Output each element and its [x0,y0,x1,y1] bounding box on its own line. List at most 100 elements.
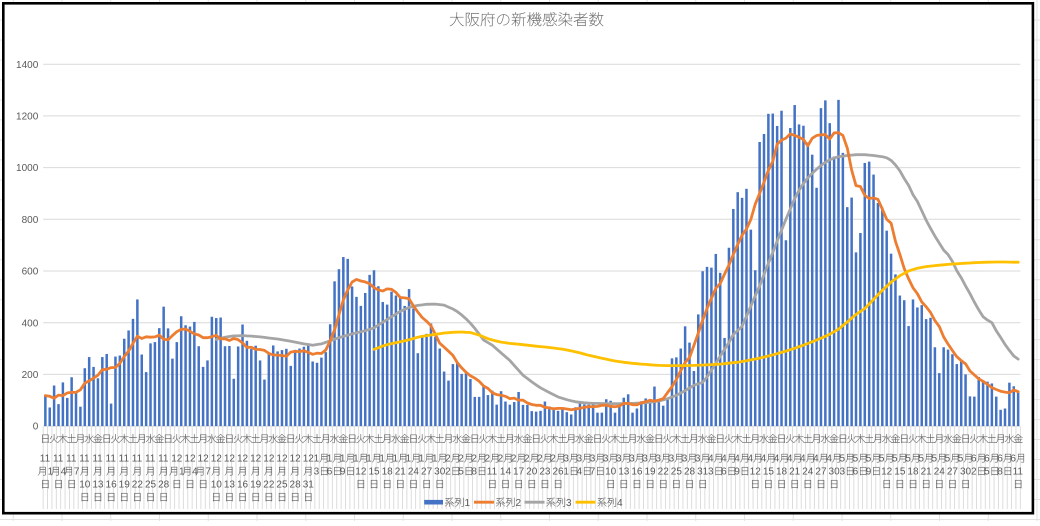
svg-text:4: 4 [761,454,767,465]
svg-text:1: 1 [419,454,425,465]
svg-text:5: 5 [984,467,990,478]
svg-text:16: 16 [237,480,249,491]
svg-text:18: 18 [776,467,788,478]
svg-text:12: 12 [881,467,893,478]
svg-text:6: 6 [721,467,727,478]
svg-text:1: 1 [432,454,438,465]
svg-text:5: 5 [932,454,938,465]
svg-text:16: 16 [106,480,118,491]
svg-text:7: 7 [74,467,80,478]
svg-text:1000: 1000 [16,163,39,174]
svg-text:2: 2 [971,467,977,478]
svg-text:4: 4 [800,454,806,465]
svg-text:3: 3 [603,454,609,465]
svg-text:4: 4 [787,454,793,465]
svg-text:2: 2 [458,454,464,465]
svg-text:1: 1 [406,454,412,465]
svg-text:8: 8 [471,467,477,478]
svg-text:3: 3 [616,454,622,465]
svg-text:25: 25 [145,480,157,491]
svg-text:3: 3 [669,454,675,465]
svg-text:2: 2 [445,454,451,465]
svg-text:22: 22 [658,467,670,478]
svg-text:2: 2 [485,454,491,465]
svg-text:11: 11 [145,454,156,465]
svg-text:12: 12 [355,467,367,478]
svg-text:13: 13 [92,480,104,491]
svg-text:11: 11 [1013,467,1024,478]
svg-text:31: 31 [303,480,315,491]
svg-text:1200: 1200 [16,112,39,123]
svg-text:15: 15 [763,467,775,478]
svg-text:2: 2 [498,454,504,465]
svg-text:11: 11 [66,454,77,465]
svg-text:3: 3 [629,454,635,465]
svg-text:4: 4 [708,454,714,465]
svg-text:30: 30 [960,467,972,478]
svg-text:4: 4 [61,467,67,478]
svg-text:6: 6 [327,467,333,478]
svg-text:10: 10 [79,480,91,491]
svg-text:600: 600 [22,267,39,278]
svg-text:6: 6 [1010,454,1016,465]
svg-text:7: 7 [590,467,596,478]
svg-text:31: 31 [697,467,709,478]
svg-text:2: 2 [511,454,517,465]
svg-text:6: 6 [971,454,977,465]
svg-text:5: 5 [905,454,911,465]
svg-text:18: 18 [382,467,394,478]
svg-text:11: 11 [119,454,130,465]
svg-text:10: 10 [605,467,617,478]
svg-text:12: 12 [250,454,262,465]
svg-text:1: 1 [366,454,372,465]
svg-text:3: 3 [314,467,320,478]
svg-text:11: 11 [40,454,51,465]
svg-text:3: 3 [577,454,583,465]
svg-text:5: 5 [458,467,464,478]
svg-text:4: 4 [192,467,198,478]
svg-text:1: 1 [379,454,385,465]
svg-text:3: 3 [695,454,701,465]
svg-text:25: 25 [276,480,288,491]
svg-text:4: 4 [577,467,583,478]
svg-text:20: 20 [526,467,538,478]
svg-text:9: 9 [734,467,740,478]
svg-text:5: 5 [866,454,872,465]
svg-text:21: 21 [921,467,933,478]
svg-text:5: 5 [918,454,924,465]
svg-text:3: 3 [682,454,688,465]
svg-text:1: 1 [563,467,569,478]
svg-text:21: 21 [395,467,407,478]
svg-text:16: 16 [631,467,643,478]
svg-text:30: 30 [434,467,446,478]
svg-text:12: 12 [211,454,223,465]
svg-text:1: 1 [327,454,333,465]
svg-text:8: 8 [997,467,1003,478]
svg-text:12: 12 [290,454,302,465]
svg-text:4: 4 [826,454,832,465]
svg-text:3: 3 [590,454,596,465]
svg-text:19: 19 [250,480,262,491]
svg-text:12: 12 [276,454,288,465]
svg-text:2: 2 [537,454,543,465]
svg-text:5: 5 [839,454,845,465]
svg-text:9: 9 [340,467,346,478]
svg-text:3: 3 [655,454,661,465]
svg-text:12: 12 [750,467,762,478]
svg-text:18: 18 [907,467,919,478]
svg-text:13: 13 [618,467,630,478]
svg-text:12: 12 [171,454,183,465]
svg-text:5: 5 [879,454,885,465]
svg-text:2: 2 [516,498,522,509]
svg-text:11: 11 [53,454,64,465]
svg-text:28: 28 [684,467,696,478]
svg-text:200: 200 [22,370,39,381]
svg-text:1: 1 [340,454,346,465]
svg-text:5: 5 [892,454,898,465]
svg-text:2: 2 [471,454,477,465]
svg-text:15: 15 [894,467,906,478]
svg-text:19: 19 [645,467,657,478]
svg-text:19: 19 [119,480,131,491]
svg-text:1: 1 [179,467,185,478]
svg-text:1: 1 [465,498,471,509]
